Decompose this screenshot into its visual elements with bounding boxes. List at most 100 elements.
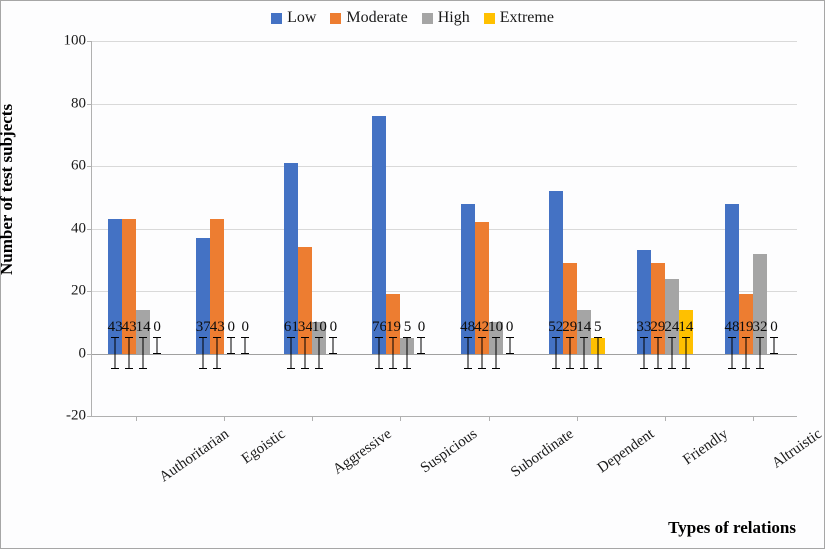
error-cap xyxy=(682,368,690,369)
category-group: Subordinate4842100 xyxy=(445,41,533,416)
error-bar xyxy=(407,338,408,369)
x-tick-label: Friendly xyxy=(680,426,731,469)
error-cap xyxy=(213,337,221,338)
error-cap xyxy=(668,337,676,338)
bar: 43 xyxy=(210,219,224,353)
bar: 34 xyxy=(298,247,312,353)
bar: 10 xyxy=(489,322,503,353)
bar: 76 xyxy=(372,116,386,354)
bar-value-label: 10 xyxy=(488,319,503,336)
error-cap xyxy=(111,368,119,369)
x-axis-title: Types of relations xyxy=(668,518,796,538)
bar: 29 xyxy=(651,263,665,354)
x-tick-label: Dependent xyxy=(594,426,657,477)
error-cap xyxy=(139,337,147,338)
error-cap xyxy=(552,337,560,338)
bar: 14 xyxy=(136,310,150,354)
error-cap xyxy=(287,368,295,369)
legend-swatch xyxy=(330,13,341,24)
error-cap xyxy=(389,368,397,369)
legend-swatch xyxy=(271,13,282,24)
chart-legend: LowModerateHighExtreme xyxy=(1,9,824,27)
error-bar xyxy=(773,338,774,354)
bar: 19 xyxy=(739,294,753,353)
legend-item-moderate: Moderate xyxy=(330,9,407,27)
bar-value-label: 14 xyxy=(678,319,693,336)
x-tick-label: Egoistic xyxy=(239,426,289,468)
error-cap xyxy=(728,337,736,338)
bar: 42 xyxy=(475,222,489,353)
error-cap xyxy=(329,337,337,338)
error-cap xyxy=(403,368,411,369)
bar-value-label: 0 xyxy=(418,319,426,336)
error-bar xyxy=(657,338,658,369)
legend-item-low: Low xyxy=(271,9,316,27)
x-tick xyxy=(753,416,754,421)
error-bar xyxy=(509,338,510,354)
error-bar xyxy=(319,338,320,369)
error-cap xyxy=(654,368,662,369)
error-cap xyxy=(125,368,133,369)
error-cap xyxy=(506,337,514,338)
bar-value-label: 0 xyxy=(227,319,235,336)
bar-value-label: 0 xyxy=(241,319,249,336)
error-bar xyxy=(157,338,158,354)
category-group: Friendly33292414 xyxy=(621,41,709,416)
error-cap xyxy=(315,337,323,338)
error-cap xyxy=(492,337,500,338)
bar-value-label: 19 xyxy=(738,319,753,336)
bar-value-label: 43 xyxy=(122,319,137,336)
error-cap xyxy=(111,337,119,338)
x-tick-label: Authoritarian xyxy=(157,426,233,486)
error-cap xyxy=(139,368,147,369)
error-bar xyxy=(671,338,672,369)
bar-value-label: 24 xyxy=(664,319,679,336)
bar-value-label: 61 xyxy=(284,319,299,336)
category-group: Authoritarian4343140 xyxy=(92,41,180,416)
error-cap xyxy=(199,368,207,369)
error-cap xyxy=(756,368,764,369)
y-tick-label: 20 xyxy=(71,283,92,300)
error-bar xyxy=(569,338,570,369)
category-group: Aggressive6134100 xyxy=(268,41,356,416)
error-cap xyxy=(594,368,602,369)
x-tick-label: Subordinate xyxy=(508,426,577,482)
x-tick xyxy=(665,416,666,421)
x-tick xyxy=(224,416,225,421)
legend-swatch xyxy=(422,13,433,24)
category-group: Egoistic374300 xyxy=(180,41,268,416)
x-tick-label: Aggressive xyxy=(331,426,396,479)
category-group: Dependent5229145 xyxy=(533,41,621,416)
error-cap xyxy=(199,337,207,338)
y-tick-label: 100 xyxy=(64,33,93,50)
error-bar xyxy=(305,338,306,369)
bar-value-label: 34 xyxy=(298,319,313,336)
error-cap xyxy=(315,368,323,369)
error-cap xyxy=(682,337,690,338)
error-bar xyxy=(217,338,218,369)
error-cap xyxy=(403,337,411,338)
x-tick xyxy=(577,416,578,421)
error-bar xyxy=(467,338,468,369)
y-tick-label: 80 xyxy=(71,95,92,112)
error-cap xyxy=(153,337,161,338)
error-cap xyxy=(375,337,383,338)
x-tick xyxy=(312,416,313,421)
bar-value-label: 0 xyxy=(770,319,778,336)
bar-value-label: 14 xyxy=(576,319,591,336)
x-tick xyxy=(489,416,490,421)
bar: 24 xyxy=(665,279,679,354)
error-cap xyxy=(566,368,574,369)
bar: 5 xyxy=(591,338,605,354)
bar: 32 xyxy=(753,254,767,354)
error-cap xyxy=(770,337,778,338)
error-bar xyxy=(481,338,482,369)
bar-value-label: 76 xyxy=(372,319,387,336)
bar-value-label: 5 xyxy=(404,319,412,336)
bar-value-label: 10 xyxy=(312,319,327,336)
error-cap xyxy=(329,353,337,354)
bar-value-label: 29 xyxy=(650,319,665,336)
error-cap xyxy=(654,337,662,338)
error-cap xyxy=(287,337,295,338)
error-bar xyxy=(759,338,760,369)
